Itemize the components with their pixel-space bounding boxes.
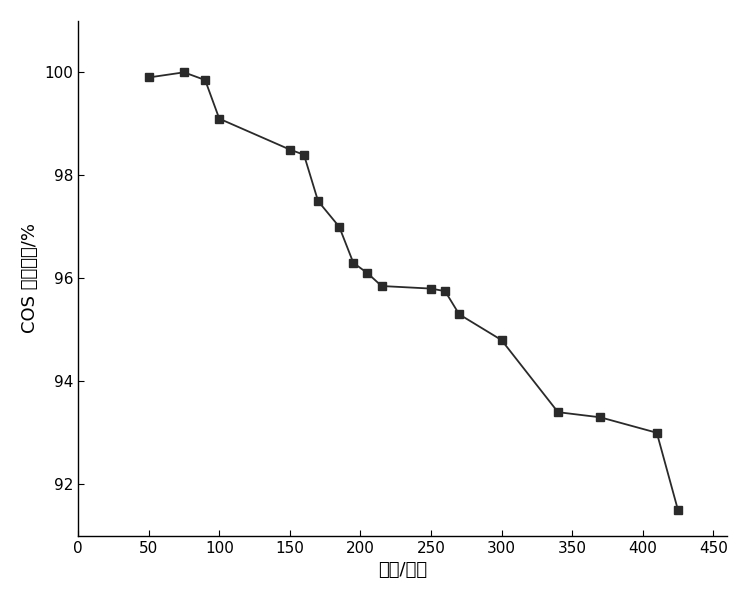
X-axis label: 时间/分钟: 时间/分钟: [378, 561, 427, 579]
Y-axis label: COS 去除效率/%: COS 去除效率/%: [21, 223, 39, 333]
